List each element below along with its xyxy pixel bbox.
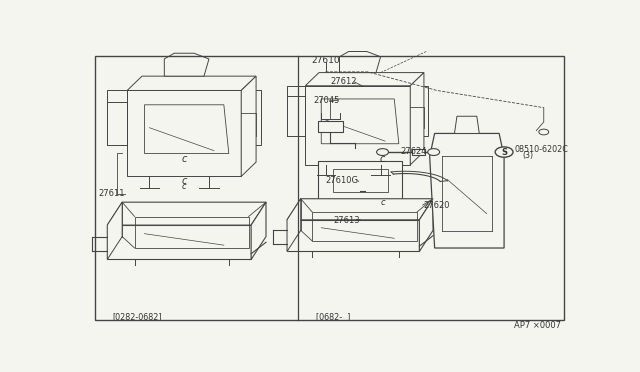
Circle shape (428, 149, 440, 155)
Text: 27624: 27624 (400, 147, 426, 156)
Polygon shape (127, 90, 241, 176)
Polygon shape (241, 76, 256, 176)
Polygon shape (108, 202, 266, 225)
Polygon shape (287, 86, 305, 96)
Text: c: c (182, 182, 186, 191)
Text: 27620: 27620 (424, 201, 450, 209)
Text: [0282-0682]: [0282-0682] (112, 312, 162, 321)
Polygon shape (429, 134, 504, 248)
Text: c: c (380, 154, 385, 164)
Text: 27610G: 27610G (326, 176, 358, 185)
Text: S: S (501, 148, 507, 157)
Text: 27613: 27613 (333, 216, 360, 225)
Polygon shape (108, 90, 127, 102)
Polygon shape (241, 90, 261, 145)
FancyBboxPatch shape (318, 121, 343, 132)
Polygon shape (410, 73, 424, 165)
Polygon shape (410, 86, 429, 136)
Polygon shape (339, 51, 381, 73)
Text: 27612: 27612 (330, 77, 357, 86)
Polygon shape (419, 199, 433, 251)
Polygon shape (305, 73, 424, 86)
Text: 27610: 27610 (311, 56, 340, 65)
Polygon shape (164, 53, 209, 76)
Polygon shape (287, 220, 419, 251)
Circle shape (495, 147, 513, 157)
Polygon shape (305, 86, 410, 165)
Text: 27611: 27611 (99, 189, 125, 198)
Polygon shape (251, 202, 266, 260)
Text: 08510-6202C: 08510-6202C (515, 145, 568, 154)
Text: AP7 ×0007: AP7 ×0007 (514, 321, 561, 330)
Polygon shape (287, 199, 301, 251)
Text: c: c (380, 198, 385, 207)
Polygon shape (108, 202, 122, 260)
Polygon shape (127, 76, 256, 90)
Text: c: c (182, 176, 187, 186)
Text: c: c (182, 154, 187, 164)
Text: [0682-  ]: [0682- ] (316, 312, 350, 321)
Polygon shape (318, 161, 403, 201)
Circle shape (539, 129, 548, 135)
Bar (412, 149, 425, 155)
Text: (3): (3) (522, 151, 533, 160)
Polygon shape (108, 225, 251, 260)
Polygon shape (287, 199, 433, 220)
Polygon shape (454, 116, 479, 134)
Text: 27045: 27045 (313, 96, 339, 105)
Circle shape (376, 149, 388, 155)
